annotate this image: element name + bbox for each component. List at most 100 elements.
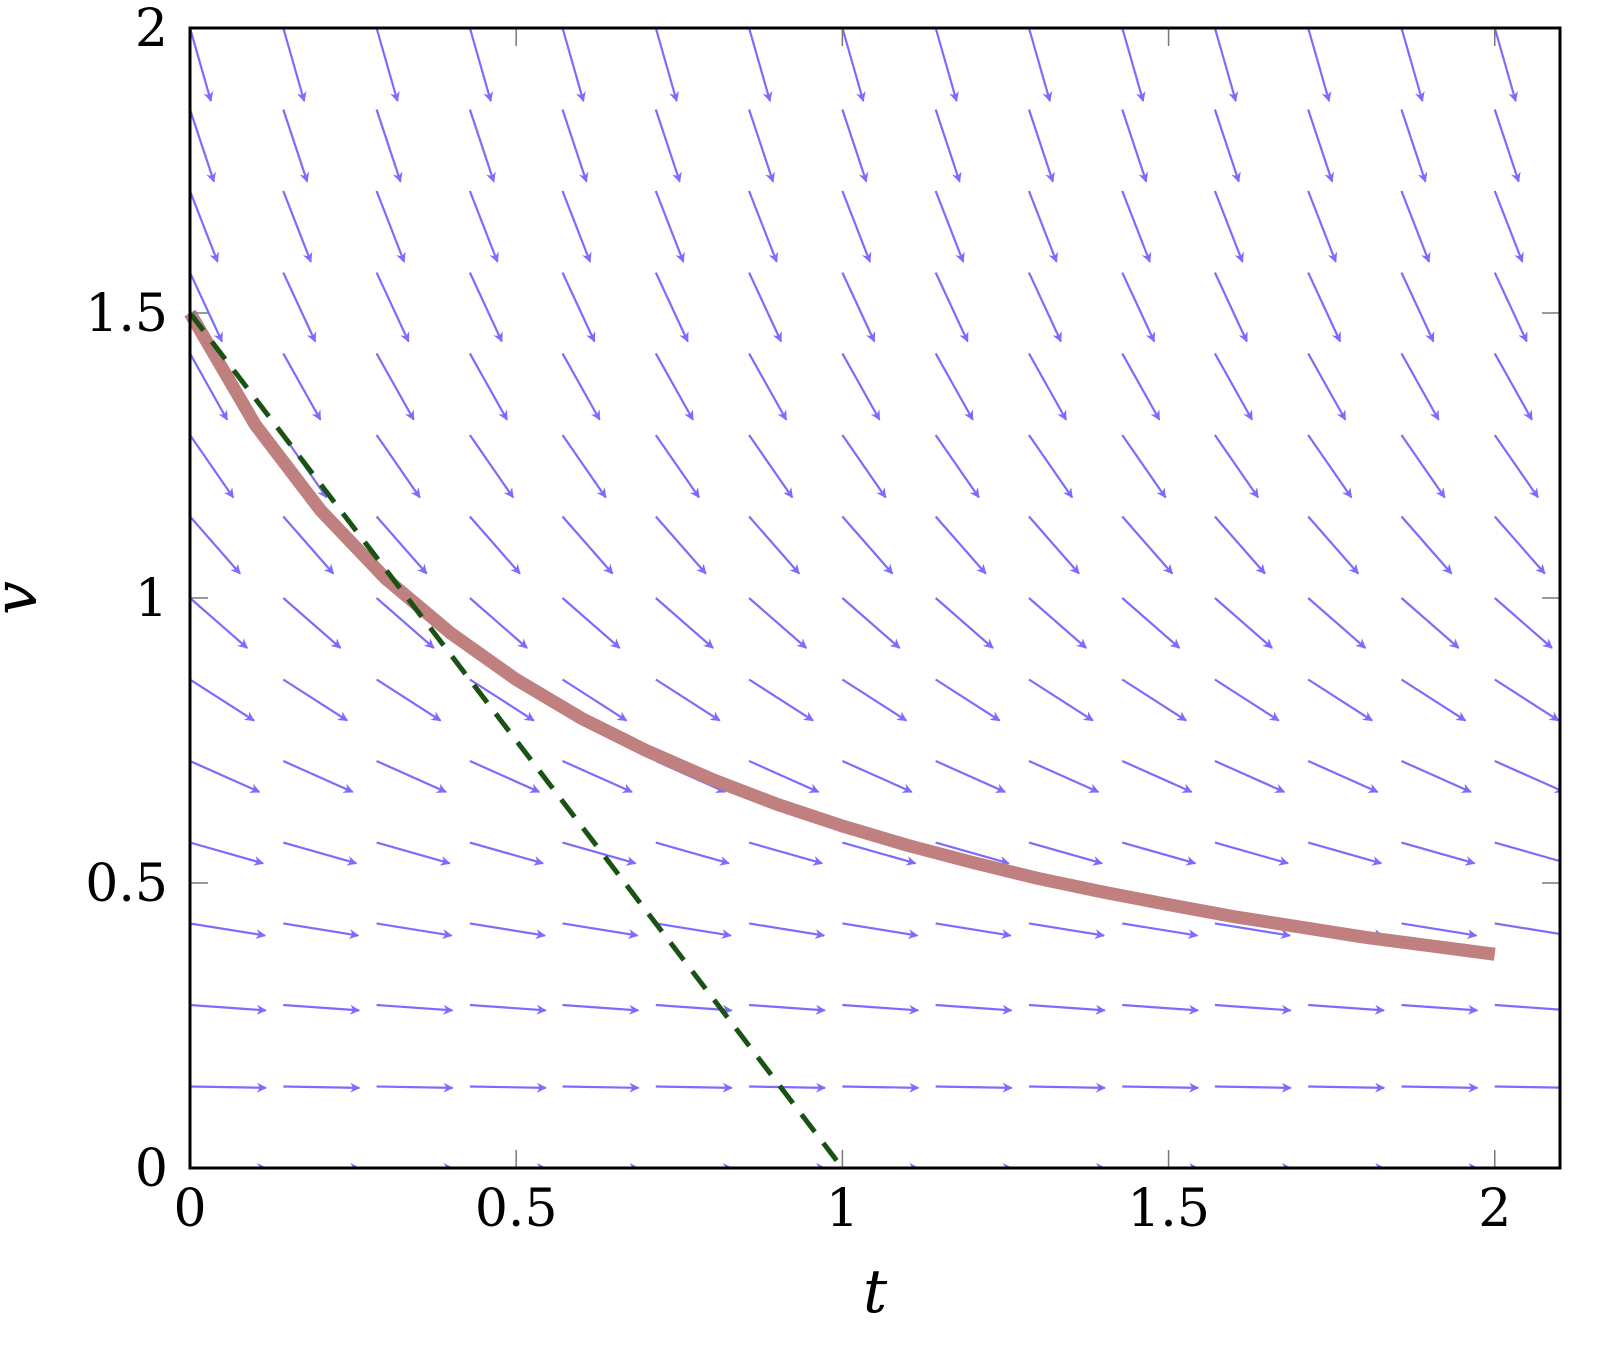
slope-arrow-14-12 xyxy=(1493,190,1524,263)
slope-arrow-6-13 xyxy=(748,109,775,183)
slope-arrow-6-8 xyxy=(748,515,800,575)
slope-arrow-11-12 xyxy=(1213,190,1244,263)
slope-arrow-1-5 xyxy=(282,760,354,793)
slope-arrow-6-2 xyxy=(749,1003,826,1015)
slope-arrow-4-14 xyxy=(561,28,586,103)
slope-arrow-2-12 xyxy=(375,190,406,263)
slope-arrow-11-9 xyxy=(1213,434,1260,499)
slope-arrow-4-4 xyxy=(562,841,637,866)
slope-arrow-0-10 xyxy=(190,352,229,421)
slope-arrow-14-10 xyxy=(1493,352,1533,421)
ticks-layer xyxy=(189,27,1560,1169)
slope-arrow-14-1 xyxy=(1494,1085,1560,1089)
slope-arrow-13-10 xyxy=(1400,352,1440,421)
slope-arrow-0-9 xyxy=(190,434,235,499)
slope-arrow-8-5 xyxy=(935,760,1007,793)
slope-arrow-3-8 xyxy=(469,515,521,575)
slope-arrow-2-8 xyxy=(375,515,428,575)
slope-arrow-8-10 xyxy=(934,352,974,421)
slope-arrow-11-4 xyxy=(1214,841,1289,866)
slope-arrow-9-14 xyxy=(1027,28,1053,103)
slope-arrow-3-1 xyxy=(469,1082,547,1093)
slope-arrow-11-8 xyxy=(1214,515,1266,575)
slope-arrow-3-3 xyxy=(469,922,546,940)
slope-arrow-4-6 xyxy=(561,678,628,722)
slope-arrow-9-8 xyxy=(1028,515,1080,575)
slope-arrow-6-7 xyxy=(748,597,808,649)
slope-arrow-5-4 xyxy=(655,841,730,866)
slope-arrow-12-13 xyxy=(1307,109,1335,183)
slope-arrow-8-7 xyxy=(934,597,994,649)
tick-labels: 0 0.5 1 1.5 2 0 0.5 1 1.5 2 xyxy=(85,0,1511,1239)
slope-arrow-1-4 xyxy=(282,841,358,866)
slope-arrow-5-6 xyxy=(655,678,721,722)
slope-arrow-7-8 xyxy=(841,515,894,575)
slope-arrow-13-6 xyxy=(1400,678,1467,722)
x-axis-label: t xyxy=(863,1257,888,1327)
y-axis-label: v xyxy=(0,581,51,615)
slope-arrow-2-10 xyxy=(375,352,415,421)
slope-arrow-3-5 xyxy=(469,760,541,793)
slope-arrow-1-8 xyxy=(282,515,335,575)
slope-arrow-10-13 xyxy=(1121,109,1149,183)
slope-arrow-14-3 xyxy=(1494,922,1560,936)
slope-arrow-0-6 xyxy=(190,678,255,722)
slope-arrow-6-10 xyxy=(748,352,788,421)
slope-arrow-12-11 xyxy=(1307,272,1342,343)
slope-arrow-1-11 xyxy=(282,272,317,343)
slope-arrow-3-4 xyxy=(469,841,544,866)
slope-arrow-9-6 xyxy=(1028,678,1094,722)
slope-arrow-7-13 xyxy=(841,109,869,183)
slope-arrow-3-9 xyxy=(468,434,515,499)
slope-arrow-11-5 xyxy=(1214,760,1286,793)
slope-arrow-7-7 xyxy=(841,597,901,649)
slope-arrow-5-10 xyxy=(654,352,694,421)
slope-arrow-8-9 xyxy=(934,434,980,499)
slope-arrow-14-14 xyxy=(1493,28,1519,103)
slope-arrow-14-13 xyxy=(1493,109,1521,183)
slope-arrow-12-7 xyxy=(1307,597,1367,649)
slope-arrow-13-9 xyxy=(1400,434,1446,499)
slope-arrow-3-10 xyxy=(468,352,508,421)
slope-arrow-7-10 xyxy=(841,352,881,421)
slope-arrow-1-3 xyxy=(283,922,360,940)
slope-arrow-1-10 xyxy=(282,352,322,421)
x-tick-label-4: 2 xyxy=(1478,1179,1511,1239)
slope-field xyxy=(190,28,1560,1168)
slope-arrow-11-14 xyxy=(1213,28,1239,103)
slope-arrow-3-2 xyxy=(469,1003,547,1015)
slope-arrow-10-10 xyxy=(1121,352,1161,421)
slope-arrow-1-12 xyxy=(282,190,313,263)
slope-arrow-6-14 xyxy=(748,28,773,103)
slope-arrow-2-11 xyxy=(375,272,410,343)
slope-arrow-3-12 xyxy=(468,190,499,263)
slope-arrow-7-1 xyxy=(842,1082,920,1093)
slope-arrow-0-2 xyxy=(190,1003,267,1015)
slope-arrow-7-12 xyxy=(841,190,872,263)
slope-arrow-11-7 xyxy=(1214,597,1273,649)
slope-arrow-2-2 xyxy=(376,1003,454,1015)
slope-arrow-7-11 xyxy=(841,272,876,343)
slope-arrow-10-9 xyxy=(1121,434,1167,499)
slope-arrow-4-13 xyxy=(561,109,589,183)
slope-arrow-12-12 xyxy=(1307,190,1338,263)
slope-arrow-13-3 xyxy=(1401,922,1478,940)
slope-arrow-5-13 xyxy=(654,109,682,183)
slope-arrow-10-12 xyxy=(1121,190,1152,263)
x-tick-label-3: 1.5 xyxy=(1127,1179,1210,1239)
slope-arrow-5-12 xyxy=(654,190,685,263)
slope-arrow-3-7 xyxy=(469,597,528,649)
slope-arrow-12-8 xyxy=(1307,515,1360,575)
slope-arrow-12-2 xyxy=(1308,1003,1385,1015)
slope-arrow-14-11 xyxy=(1493,272,1528,343)
slope-arrow-7-6 xyxy=(841,678,908,722)
slope-arrow-6-1 xyxy=(749,1082,827,1093)
solution-curve-series xyxy=(184,309,1496,961)
slope-arrow-4-11 xyxy=(561,272,596,343)
slope-arrow-4-2 xyxy=(562,1003,640,1015)
slope-arrow-1-6 xyxy=(282,678,349,722)
slope-arrow-2-7 xyxy=(375,597,435,649)
slope-arrow-4-5 xyxy=(562,760,633,793)
slope-arrow-13-8 xyxy=(1400,515,1453,575)
slope-arrow-4-1 xyxy=(562,1082,640,1093)
